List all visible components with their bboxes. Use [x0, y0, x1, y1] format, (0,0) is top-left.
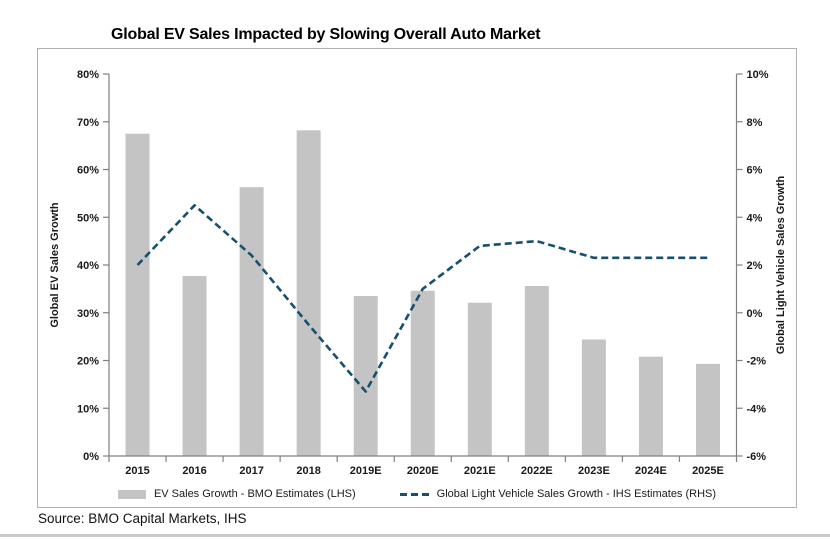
legend-item-bars: EV Sales Growth - BMO Estimates (LHS) — [117, 488, 356, 500]
left-axis-tick-label: 20% — [77, 356, 99, 368]
x-axis-label-2017: 2017 — [239, 465, 263, 477]
left-axis-tick-label: 30% — [77, 308, 99, 320]
left-axis-tick-label: 70% — [77, 117, 99, 129]
left-axis-tick-label: 10% — [77, 403, 99, 415]
x-axis-label-2016: 2016 — [182, 465, 206, 477]
bar-2023E — [581, 339, 606, 456]
left-axis-tick-label: 0% — [83, 451, 99, 463]
bar-2015 — [125, 133, 150, 456]
x-axis-label-2018: 2018 — [296, 465, 320, 477]
trend-line — [136, 204, 708, 393]
bar-2025E — [695, 363, 720, 456]
x-axis-label-2024E: 2024E — [635, 465, 667, 477]
x-axis-label-2025E: 2025E — [692, 465, 724, 477]
legend-label-line: Global Light Vehicle Sales Growth - IHS … — [436, 488, 717, 500]
right-axis-tick-label: -4% — [747, 403, 767, 415]
x-axis-label-2022E: 2022E — [521, 465, 553, 477]
left-axis-tick-label: 40% — [77, 260, 99, 272]
bottom-divider — [0, 534, 830, 537]
x-axis-label-2021E: 2021E — [464, 465, 496, 477]
bar-2020E — [410, 290, 435, 456]
right-axis-tick-label: -2% — [747, 356, 767, 368]
left-axis-tick-label: 50% — [77, 212, 99, 224]
source-note: Source: BMO Capital Markets, IHS — [38, 511, 247, 526]
bar-2024E — [638, 356, 663, 456]
right-axis-tick-label: 2% — [747, 260, 763, 272]
chart-frame: 0% 10% 20% 30% 40% 50% 60% 70% 80% -6% -4% -2% 0% 2% 4… — [37, 48, 797, 508]
bar-swatch-icon — [117, 489, 146, 499]
bar-2022E — [524, 286, 549, 456]
bar-2017 — [239, 187, 264, 457]
x-axis-label-2023E: 2023E — [578, 465, 610, 477]
x-axis-label-2020E: 2020E — [407, 465, 439, 477]
bar-2018 — [296, 130, 321, 456]
x-axis-label-2015: 2015 — [125, 465, 149, 477]
left-axis-tick-label: 80% — [77, 69, 99, 81]
legend: EV Sales Growth - BMO Estimates (LHS) Gl… — [38, 488, 796, 500]
chart-title: Global EV Sales Impacted by Slowing Over… — [111, 26, 541, 43]
right-axis-tick-label: 4% — [747, 212, 763, 224]
dashed-line-swatch-icon — [399, 492, 429, 496]
legend-item-line: Global Light Vehicle Sales Growth - IHS … — [399, 488, 717, 500]
right-axis-tick-label: 6% — [747, 165, 763, 177]
right-axis-tick-label: 8% — [747, 117, 763, 129]
right-axis-tick-label: 10% — [747, 69, 769, 81]
bar-2016 — [182, 275, 207, 456]
x-axis-label-2019E: 2019E — [350, 465, 382, 477]
right-axis-title: Global Light Vehicle Sales Growth — [775, 175, 787, 355]
legend-label-bars: EV Sales Growth - BMO Estimates (LHS) — [153, 488, 356, 500]
right-axis-tick-label: 0% — [747, 308, 763, 320]
chart-canvas: 0% 10% 20% 30% 40% 50% 60% 70% 80% -6% -4% -2% 0% 2% 4… — [77, 69, 769, 477]
bar-2021E — [467, 302, 492, 456]
right-axis-tick-label: -6% — [747, 451, 767, 463]
left-axis-tick-label: 60% — [77, 165, 99, 177]
left-axis-title: Global EV Sales Growth — [49, 202, 61, 328]
